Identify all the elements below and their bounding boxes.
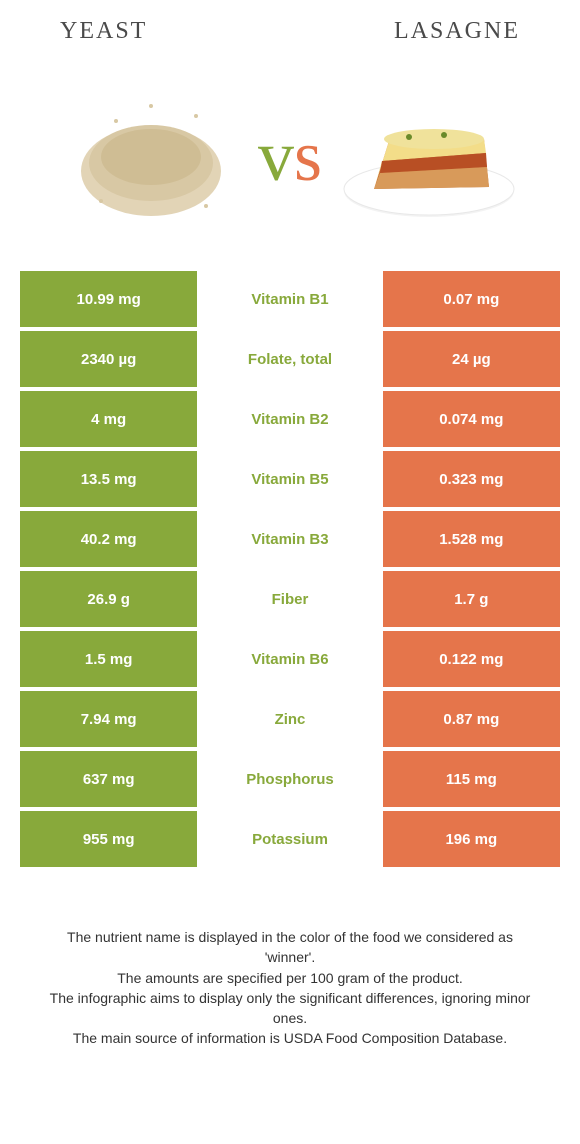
right-value-cell: 1.7 g <box>383 571 560 627</box>
left-food-title: Yeast <box>60 18 147 45</box>
table-row: 637 mgPhosphorus115 mg <box>20 751 560 807</box>
left-value-cell: 955 mg <box>20 811 197 867</box>
nutrient-name-cell: Vitamin B3 <box>201 511 378 567</box>
left-value-cell: 4 mg <box>20 391 197 447</box>
yeast-image <box>56 61 246 251</box>
right-food-title: Lasagne <box>394 18 520 45</box>
left-value-cell: 13.5 mg <box>20 451 197 507</box>
table-row: 13.5 mgVitamin B50.323 mg <box>20 451 560 507</box>
footer-notes: The nutrient name is displayed in the co… <box>40 927 540 1049</box>
left-value-cell: 7.94 mg <box>20 691 197 747</box>
footer-line-1: The nutrient name is displayed in the co… <box>40 927 540 968</box>
footer-line-2: The amounts are specified per 100 gram o… <box>40 968 540 988</box>
right-value-cell: 115 mg <box>383 751 560 807</box>
nutrient-name-cell: Folate, total <box>201 331 378 387</box>
footer-line-3: The infographic aims to display only the… <box>40 988 540 1029</box>
vs-v: v <box>258 115 294 198</box>
nutrient-name-cell: Fiber <box>201 571 378 627</box>
right-value-cell: 0.323 mg <box>383 451 560 507</box>
left-value-cell: 40.2 mg <box>20 511 197 567</box>
left-value-cell: 26.9 g <box>20 571 197 627</box>
nutrient-name-cell: Vitamin B5 <box>201 451 378 507</box>
left-value-cell: 10.99 mg <box>20 271 197 327</box>
nutrient-name-cell: Vitamin B2 <box>201 391 378 447</box>
footer-line-4: The main source of information is USDA F… <box>40 1028 540 1048</box>
left-value-cell: 1.5 mg <box>20 631 197 687</box>
table-row: 7.94 mgZinc0.87 mg <box>20 691 560 747</box>
vs-row: vs <box>0 55 580 271</box>
vs-s: s <box>294 115 322 198</box>
table-row: 2340 µgFolate, total24 µg <box>20 331 560 387</box>
table-row: 10.99 mgVitamin B10.07 mg <box>20 271 560 327</box>
right-value-cell: 0.07 mg <box>383 271 560 327</box>
right-value-cell: 0.122 mg <box>383 631 560 687</box>
right-value-cell: 0.074 mg <box>383 391 560 447</box>
table-row: 40.2 mgVitamin B31.528 mg <box>20 511 560 567</box>
nutrient-name-cell: Zinc <box>201 691 378 747</box>
nutrient-name-cell: Phosphorus <box>201 751 378 807</box>
table-row: 4 mgVitamin B20.074 mg <box>20 391 560 447</box>
comparison-header: Yeast Lasagne <box>0 0 580 55</box>
right-value-cell: 196 mg <box>383 811 560 867</box>
right-value-cell: 24 µg <box>383 331 560 387</box>
left-value-cell: 2340 µg <box>20 331 197 387</box>
right-value-cell: 1.528 mg <box>383 511 560 567</box>
vs-label: vs <box>258 115 322 198</box>
lasagne-image <box>334 61 524 251</box>
left-value-cell: 637 mg <box>20 751 197 807</box>
nutrient-table: 10.99 mgVitamin B10.07 mg2340 µgFolate, … <box>20 271 560 867</box>
nutrient-name-cell: Vitamin B1 <box>201 271 378 327</box>
nutrient-name-cell: Vitamin B6 <box>201 631 378 687</box>
table-row: 955 mgPotassium196 mg <box>20 811 560 867</box>
right-value-cell: 0.87 mg <box>383 691 560 747</box>
table-row: 26.9 gFiber1.7 g <box>20 571 560 627</box>
nutrient-name-cell: Potassium <box>201 811 378 867</box>
table-row: 1.5 mgVitamin B60.122 mg <box>20 631 560 687</box>
